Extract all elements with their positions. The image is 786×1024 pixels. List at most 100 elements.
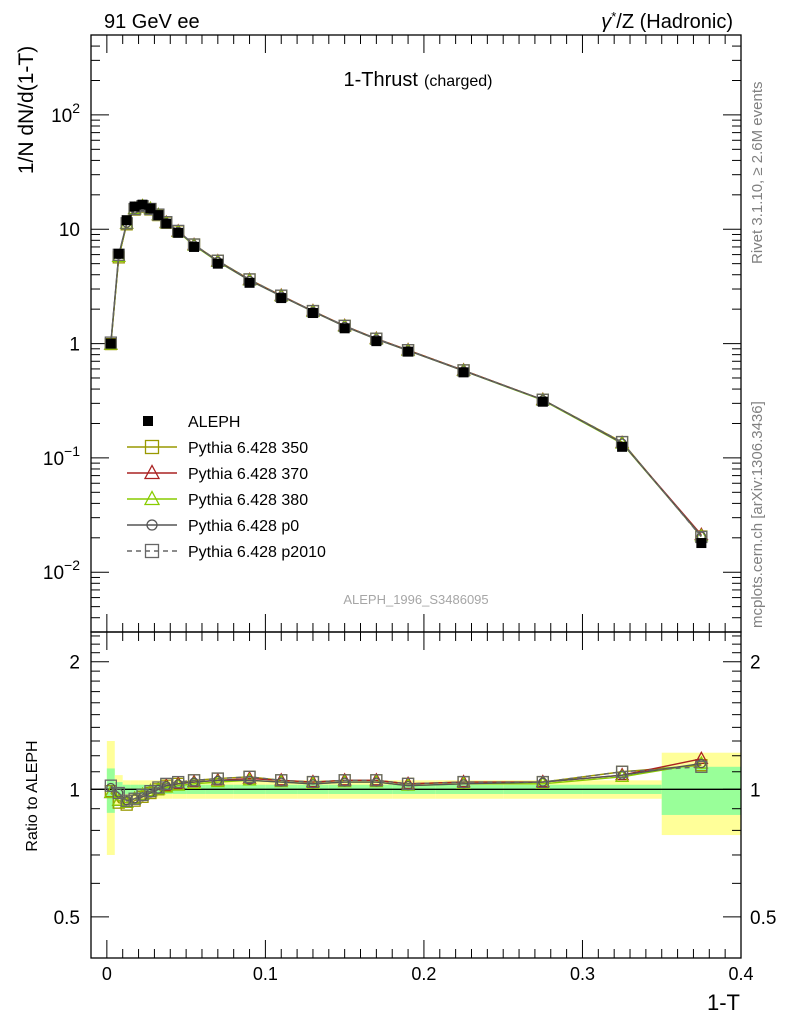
series-point <box>152 208 165 221</box>
tick-labels: 0 0.1 0.2 0.3 0.4 102 10 1 10−1 10−2 2 2 1 1 0.5 0.5 <box>43 100 777 984</box>
panel-frames <box>90 34 742 959</box>
series-point <box>114 788 124 798</box>
ratio-band-inner <box>661 766 741 815</box>
series-point <box>457 775 470 789</box>
series-point <box>243 770 256 783</box>
data-point <box>173 227 184 238</box>
ratio-tick-label: 2 <box>69 653 80 674</box>
ratio-tick-label-right: 2 <box>750 653 761 674</box>
legend-label: Pythia 6.428 380 <box>188 492 308 509</box>
legend-label: Pythia 6.428 p2010 <box>188 544 326 561</box>
x-axis-label: 1-T <box>707 990 740 1015</box>
x-tick-label: 0.4 <box>728 964 753 984</box>
y-tick-label: 10 <box>59 220 80 241</box>
data-point <box>458 367 469 378</box>
chart-title: 1-Thrust (charged) <box>344 69 493 91</box>
uncertainty-bands <box>91 741 741 855</box>
data-point <box>105 338 116 349</box>
ratio-tick-label-right: 1 <box>750 780 761 801</box>
series-point <box>152 781 165 794</box>
series-point <box>136 788 149 802</box>
series-point <box>144 439 160 455</box>
y-tick-label: 1 <box>69 335 80 356</box>
series-point <box>306 775 320 789</box>
series-point <box>104 779 117 792</box>
series-point <box>536 775 549 789</box>
series-line <box>110 205 702 538</box>
data-point <box>696 538 707 549</box>
data-point <box>537 396 548 407</box>
series-point <box>146 519 158 531</box>
ratio-tick-label: 1 <box>69 780 80 801</box>
series-layer <box>103 198 709 549</box>
series-point <box>144 543 160 559</box>
series-point <box>143 490 161 506</box>
x-tick-label: 0.3 <box>570 964 595 984</box>
legend-label: Pythia 6.428 350 <box>188 440 308 457</box>
series-point <box>160 777 173 791</box>
series-point <box>275 774 288 787</box>
data-point <box>244 277 255 288</box>
series-point <box>211 772 224 785</box>
series-point <box>695 760 708 773</box>
series-point <box>535 776 550 790</box>
series-line <box>110 205 702 537</box>
ratio-series-layer <box>103 750 709 811</box>
mcplots-label: mcplots.cern.ch [arXiv:1306.3436] <box>749 401 766 628</box>
x-tick-label: 0.1 <box>253 964 278 984</box>
series-line <box>110 205 702 537</box>
series-point <box>696 758 707 769</box>
data-point <box>307 308 318 319</box>
data-point <box>189 241 200 252</box>
y-axis-label: 1/N dN/d(1-T) <box>15 46 38 174</box>
legend-data-marker <box>143 416 153 426</box>
series-line <box>110 205 702 537</box>
rivet-label: Rivet 3.1.10, ≥ 2.6M events <box>749 82 766 265</box>
ratio-series-line <box>110 766 702 802</box>
y-tick-label: 102 <box>51 100 80 127</box>
series-point <box>615 765 629 778</box>
series-point <box>144 785 157 798</box>
x-tick-label: 0.2 <box>411 964 436 984</box>
series-point <box>338 774 351 787</box>
series-point <box>128 792 141 805</box>
data-point <box>403 346 414 357</box>
data-point <box>153 210 164 221</box>
data-point <box>121 215 132 226</box>
series-line <box>110 205 702 536</box>
main-panel-frame <box>90 34 742 633</box>
data-point <box>145 203 156 214</box>
legend-label: Pythia 6.428 p0 <box>188 518 299 535</box>
data-point <box>161 218 172 229</box>
process-label: γ*/Z (Hadronic) <box>601 9 733 33</box>
series-point <box>187 774 201 787</box>
data-point <box>212 258 223 269</box>
series-point <box>694 750 709 764</box>
data-point <box>276 293 287 304</box>
data-point <box>339 323 350 334</box>
x-tick-label: 0 <box>102 964 112 984</box>
data-point <box>371 336 382 347</box>
analysis-watermark: ALEPH_1996_S3486095 <box>343 592 488 607</box>
series-point <box>112 786 125 800</box>
series-point <box>120 794 133 807</box>
data-point <box>617 441 628 452</box>
series-point <box>538 777 548 787</box>
ratio-tick-label: 0.5 <box>54 908 80 929</box>
ratio-panel-frame <box>90 631 742 959</box>
series-point <box>172 775 185 789</box>
legend-data-label: ALEPH <box>188 414 240 431</box>
data-point <box>113 248 124 259</box>
series-point <box>370 774 383 787</box>
y-tick-label: 10−1 <box>43 443 80 470</box>
series-point <box>143 464 161 480</box>
ratio-tick-label-right: 0.5 <box>750 908 776 929</box>
data-point <box>137 199 148 210</box>
data-point <box>129 201 140 212</box>
energy-label: 91 GeV ee <box>104 11 200 33</box>
series-point <box>401 777 415 791</box>
y-tick-label: 10−2 <box>43 557 80 584</box>
ratio-y-axis-label: Ratio to ALEPH <box>24 740 41 851</box>
legend-label: Pythia 6.428 370 <box>188 466 308 483</box>
